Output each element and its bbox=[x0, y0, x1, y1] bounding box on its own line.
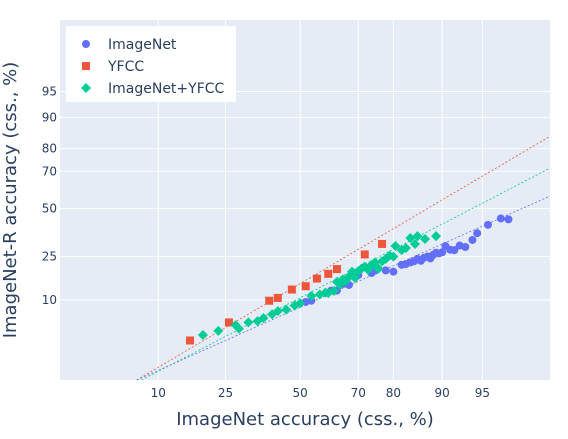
fit-line-3 bbox=[136, 195, 551, 381]
data-point-3-2 bbox=[213, 325, 224, 336]
data-point-3-4 bbox=[233, 323, 244, 334]
data-point-1-29 bbox=[461, 242, 470, 251]
fit-lines bbox=[136, 135, 551, 381]
y-tick-label-25: 25 bbox=[42, 250, 57, 264]
data-point-2-11 bbox=[378, 239, 387, 248]
legend-marker-2 bbox=[82, 62, 90, 70]
y-tick-label-70: 70 bbox=[42, 164, 57, 178]
data-point-3-38 bbox=[400, 243, 411, 254]
data-point-2-5 bbox=[287, 285, 296, 294]
data-point-2-3 bbox=[265, 296, 274, 305]
data-point-3-43 bbox=[431, 231, 442, 242]
data-point-3-1 bbox=[197, 329, 208, 340]
y-tick-label-50: 50 bbox=[42, 202, 57, 216]
data-point-3-5 bbox=[243, 317, 254, 328]
data-point-2-9 bbox=[332, 265, 341, 274]
data-point-3-40 bbox=[410, 238, 421, 249]
data-point-1-30 bbox=[468, 235, 477, 244]
data-point-3-13 bbox=[306, 290, 317, 301]
grid bbox=[60, 20, 550, 380]
data-point-1-32 bbox=[483, 220, 492, 229]
data-point-1-11 bbox=[389, 267, 398, 276]
series-2 bbox=[186, 239, 387, 345]
legend-label-3: ImageNet+YFCC bbox=[108, 81, 225, 97]
data-point-2-6 bbox=[301, 282, 310, 291]
legend-label-2: YFCC bbox=[107, 59, 144, 75]
data-point-2-2 bbox=[224, 318, 233, 327]
data-point-3-9 bbox=[272, 306, 283, 317]
x-tick-label-95: 95 bbox=[475, 386, 490, 400]
data-point-2-10 bbox=[360, 250, 369, 259]
data-point-3-10 bbox=[281, 304, 292, 315]
x-tick-label-25: 25 bbox=[218, 386, 233, 400]
tick-labels: 10 25 50 70 80 90 95 10 25 50 70 80 90 95 bbox=[42, 84, 490, 400]
data-point-3-39 bbox=[405, 232, 416, 243]
data-point-1-33 bbox=[496, 214, 505, 223]
data-point-3-12 bbox=[295, 298, 306, 309]
y-tick-label-80: 80 bbox=[42, 142, 57, 156]
series-3 bbox=[197, 231, 442, 340]
data-point-1-31 bbox=[473, 229, 482, 238]
data-point-1-27 bbox=[450, 246, 459, 255]
x-axis-title: ImageNet accuracy (css., %) bbox=[176, 409, 434, 430]
x-tick-label-10: 10 bbox=[151, 386, 166, 400]
y-tick-label-10: 10 bbox=[42, 293, 57, 307]
data-point-2-7 bbox=[312, 274, 321, 283]
data-point-3-34 bbox=[384, 250, 395, 261]
data-point-1-24 bbox=[438, 248, 447, 257]
legend-label-1: ImageNet bbox=[108, 37, 177, 53]
data-point-1-10 bbox=[381, 266, 390, 275]
data-point-3-24 bbox=[350, 273, 361, 284]
y-tick-label-90: 90 bbox=[42, 110, 57, 124]
data-point-3-42 bbox=[419, 233, 430, 244]
y-tick-label-95: 95 bbox=[42, 84, 57, 98]
data-point-3-7 bbox=[258, 313, 269, 324]
data-point-2-4 bbox=[273, 293, 282, 302]
data-point-2-8 bbox=[324, 269, 333, 278]
data-point-3-17 bbox=[329, 285, 340, 296]
x-tick-label-80: 80 bbox=[386, 386, 401, 400]
data-point-3-36 bbox=[390, 240, 401, 251]
x-tick-label-70: 70 bbox=[351, 386, 366, 400]
data-markers bbox=[186, 214, 513, 345]
legend-marker-1 bbox=[82, 40, 90, 48]
legend[interactable]: ImageNet YFCC ImageNet+YFCC bbox=[66, 26, 236, 102]
data-point-3-31 bbox=[373, 263, 384, 274]
data-point-2-1 bbox=[186, 336, 195, 345]
legend-box bbox=[66, 26, 236, 102]
data-point-3-41 bbox=[412, 231, 423, 242]
x-tick-label-50: 50 bbox=[293, 386, 308, 400]
y-axis-title: ImageNet-R accuracy (css., %) bbox=[0, 62, 21, 339]
data-point-1-34 bbox=[504, 215, 513, 224]
fit-line-2 bbox=[141, 167, 551, 381]
data-point-3-35 bbox=[388, 251, 399, 262]
legend-marker-3 bbox=[81, 83, 91, 93]
x-tick-label-90: 90 bbox=[435, 386, 450, 400]
